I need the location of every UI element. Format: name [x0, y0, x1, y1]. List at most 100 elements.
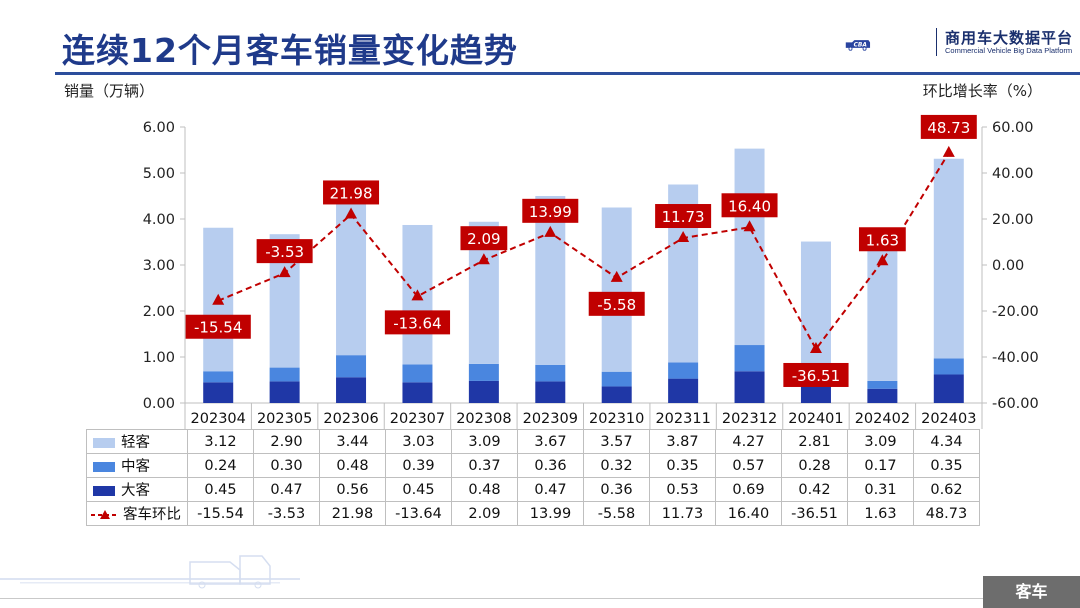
bar-medium-202311 [668, 362, 699, 379]
data-label: 21.98 [330, 184, 373, 202]
table-cell: 2.81 [781, 429, 848, 454]
data-label: 11.73 [662, 208, 705, 226]
line-point-202308 [477, 253, 490, 265]
svg-text:CBA: CBA [854, 43, 868, 49]
data-label: -13.64 [393, 314, 441, 332]
bar-light-202309 [535, 196, 566, 365]
line-point-202312 [743, 220, 756, 232]
table-cell: 2.90 [253, 429, 320, 454]
bar-heavy-202307 [402, 382, 433, 403]
title-underline [55, 72, 1080, 75]
table-cell: 4.34 [913, 429, 980, 454]
series-name: 大客 [121, 483, 150, 499]
footer-section-tag: 客车 [983, 576, 1080, 608]
legend-swatch [93, 438, 115, 448]
bar-light-202403 [933, 158, 964, 359]
table-cell: 0.48 [451, 477, 518, 502]
table-cell: 13.99 [517, 501, 584, 526]
series-name: 客车环比 [123, 507, 181, 523]
bar-heavy-202305 [269, 381, 300, 403]
table-row: 中客 0.24 0.30 0.48 0.39 0.37 0.36 0.32 0.35 0.57 0.… [86, 453, 980, 478]
table-cell: 3.09 [451, 429, 518, 454]
table-cell: 3.12 [187, 429, 254, 454]
left-tick-label: 3.00 [143, 258, 175, 274]
data-label-box [858, 227, 906, 252]
bar-medium-202402 [867, 380, 898, 389]
data-label-box [185, 314, 251, 339]
truck-decoration-icon [0, 555, 300, 589]
table-cell: 0.30 [253, 453, 320, 478]
table-cell: 0.57 [715, 453, 782, 478]
table-cell: 0.45 [385, 477, 452, 502]
bar-heavy-202310 [601, 386, 632, 403]
data-label: 13.99 [529, 203, 572, 221]
bar-medium-202309 [535, 364, 566, 382]
table-row-header: 客车环比 [86, 501, 188, 526]
table-cell: 0.31 [847, 477, 914, 502]
table-cell: 0.36 [517, 453, 584, 478]
table-cell: 0.62 [913, 477, 980, 502]
x-tick-label: 202310 [589, 411, 644, 427]
table-cell: -15.54 [187, 501, 254, 526]
data-label: -15.54 [194, 319, 242, 337]
table-cell: 0.42 [781, 477, 848, 502]
bar-heavy-202308 [468, 380, 499, 403]
bar-medium-202305 [269, 367, 300, 382]
line-point-202305 [278, 266, 291, 278]
table-cell: 0.32 [583, 453, 650, 478]
x-tick-label: 202307 [390, 411, 445, 427]
x-tick-label: 202306 [323, 411, 378, 427]
logo-truck-icon: CBA [845, 40, 871, 51]
table-cell: 0.24 [187, 453, 254, 478]
stacked-bar-line-chart: 0.00 1.00 2.00 3.00 4.00 5.00 6.00 -60.00 -40.00… [143, 114, 1039, 429]
table-cell: 0.48 [319, 453, 386, 478]
legend-swatch [93, 462, 115, 472]
table-row: 客车环比 -15.54 -3.53 21.98 -13.64 2.09 13.99 -5.58… [86, 501, 980, 526]
logo-text-en: Commercial Vehicle Big Data Platform [945, 46, 1073, 55]
right-axis-unit: 环比增长率（%） [922, 82, 1042, 100]
bar-heavy-202312 [734, 371, 765, 403]
x-tick-label: 202308 [456, 411, 511, 427]
table-cell: 0.47 [517, 477, 584, 502]
table-cell: 21.98 [319, 501, 386, 526]
data-label: 1.63 [866, 231, 899, 249]
table-cell: 3.09 [847, 429, 914, 454]
bar-heavy-202304 [203, 382, 234, 403]
table-cell: 0.47 [253, 477, 320, 502]
table-row-header: 中客 [86, 453, 188, 478]
table-cell: 0.45 [187, 477, 254, 502]
table-row-header: 大客 [86, 477, 188, 502]
table-cell: 3.57 [583, 429, 650, 454]
line-series-mom [217, 152, 950, 351]
data-label-box [460, 226, 508, 251]
logo-separator [936, 28, 937, 56]
table-row: 轻客 3.12 2.90 3.44 3.03 3.09 3.67 3.57 3.87 4.27 2.… [86, 429, 980, 454]
data-label-box [256, 239, 313, 264]
table-cell: 48.73 [913, 501, 980, 526]
footer-divider [0, 598, 983, 599]
x-tick-label: 202401 [788, 411, 843, 427]
line-point-202309 [544, 225, 557, 237]
left-tick-label: 0.00 [143, 396, 175, 412]
table-cell: 0.28 [781, 453, 848, 478]
right-tick-label: 20.00 [992, 212, 1034, 228]
bar-medium-202307 [402, 364, 433, 383]
table-cell: -13.64 [385, 501, 452, 526]
bar-heavy-202311 [668, 378, 699, 403]
x-tick-label: 202403 [921, 411, 976, 427]
table-row: 大客 0.45 0.47 0.56 0.45 0.48 0.47 0.36 0.53 0.69 0.… [86, 477, 980, 502]
table-cell: 0.36 [583, 477, 650, 502]
bar-heavy-202402 [867, 388, 898, 403]
data-label: -36.51 [792, 367, 840, 385]
bar-medium-202312 [734, 345, 765, 372]
series-name: 轻客 [121, 435, 150, 451]
bar-heavy-202309 [535, 381, 566, 403]
table-cell: 3.03 [385, 429, 452, 454]
series-name: 中客 [121, 459, 150, 475]
bar-light-202310 [601, 207, 632, 372]
data-label-box [323, 180, 380, 205]
bar-light-202306 [336, 196, 367, 356]
bar-medium-202308 [468, 363, 499, 381]
data-label-box [522, 198, 579, 223]
line-point-202310 [610, 270, 623, 282]
